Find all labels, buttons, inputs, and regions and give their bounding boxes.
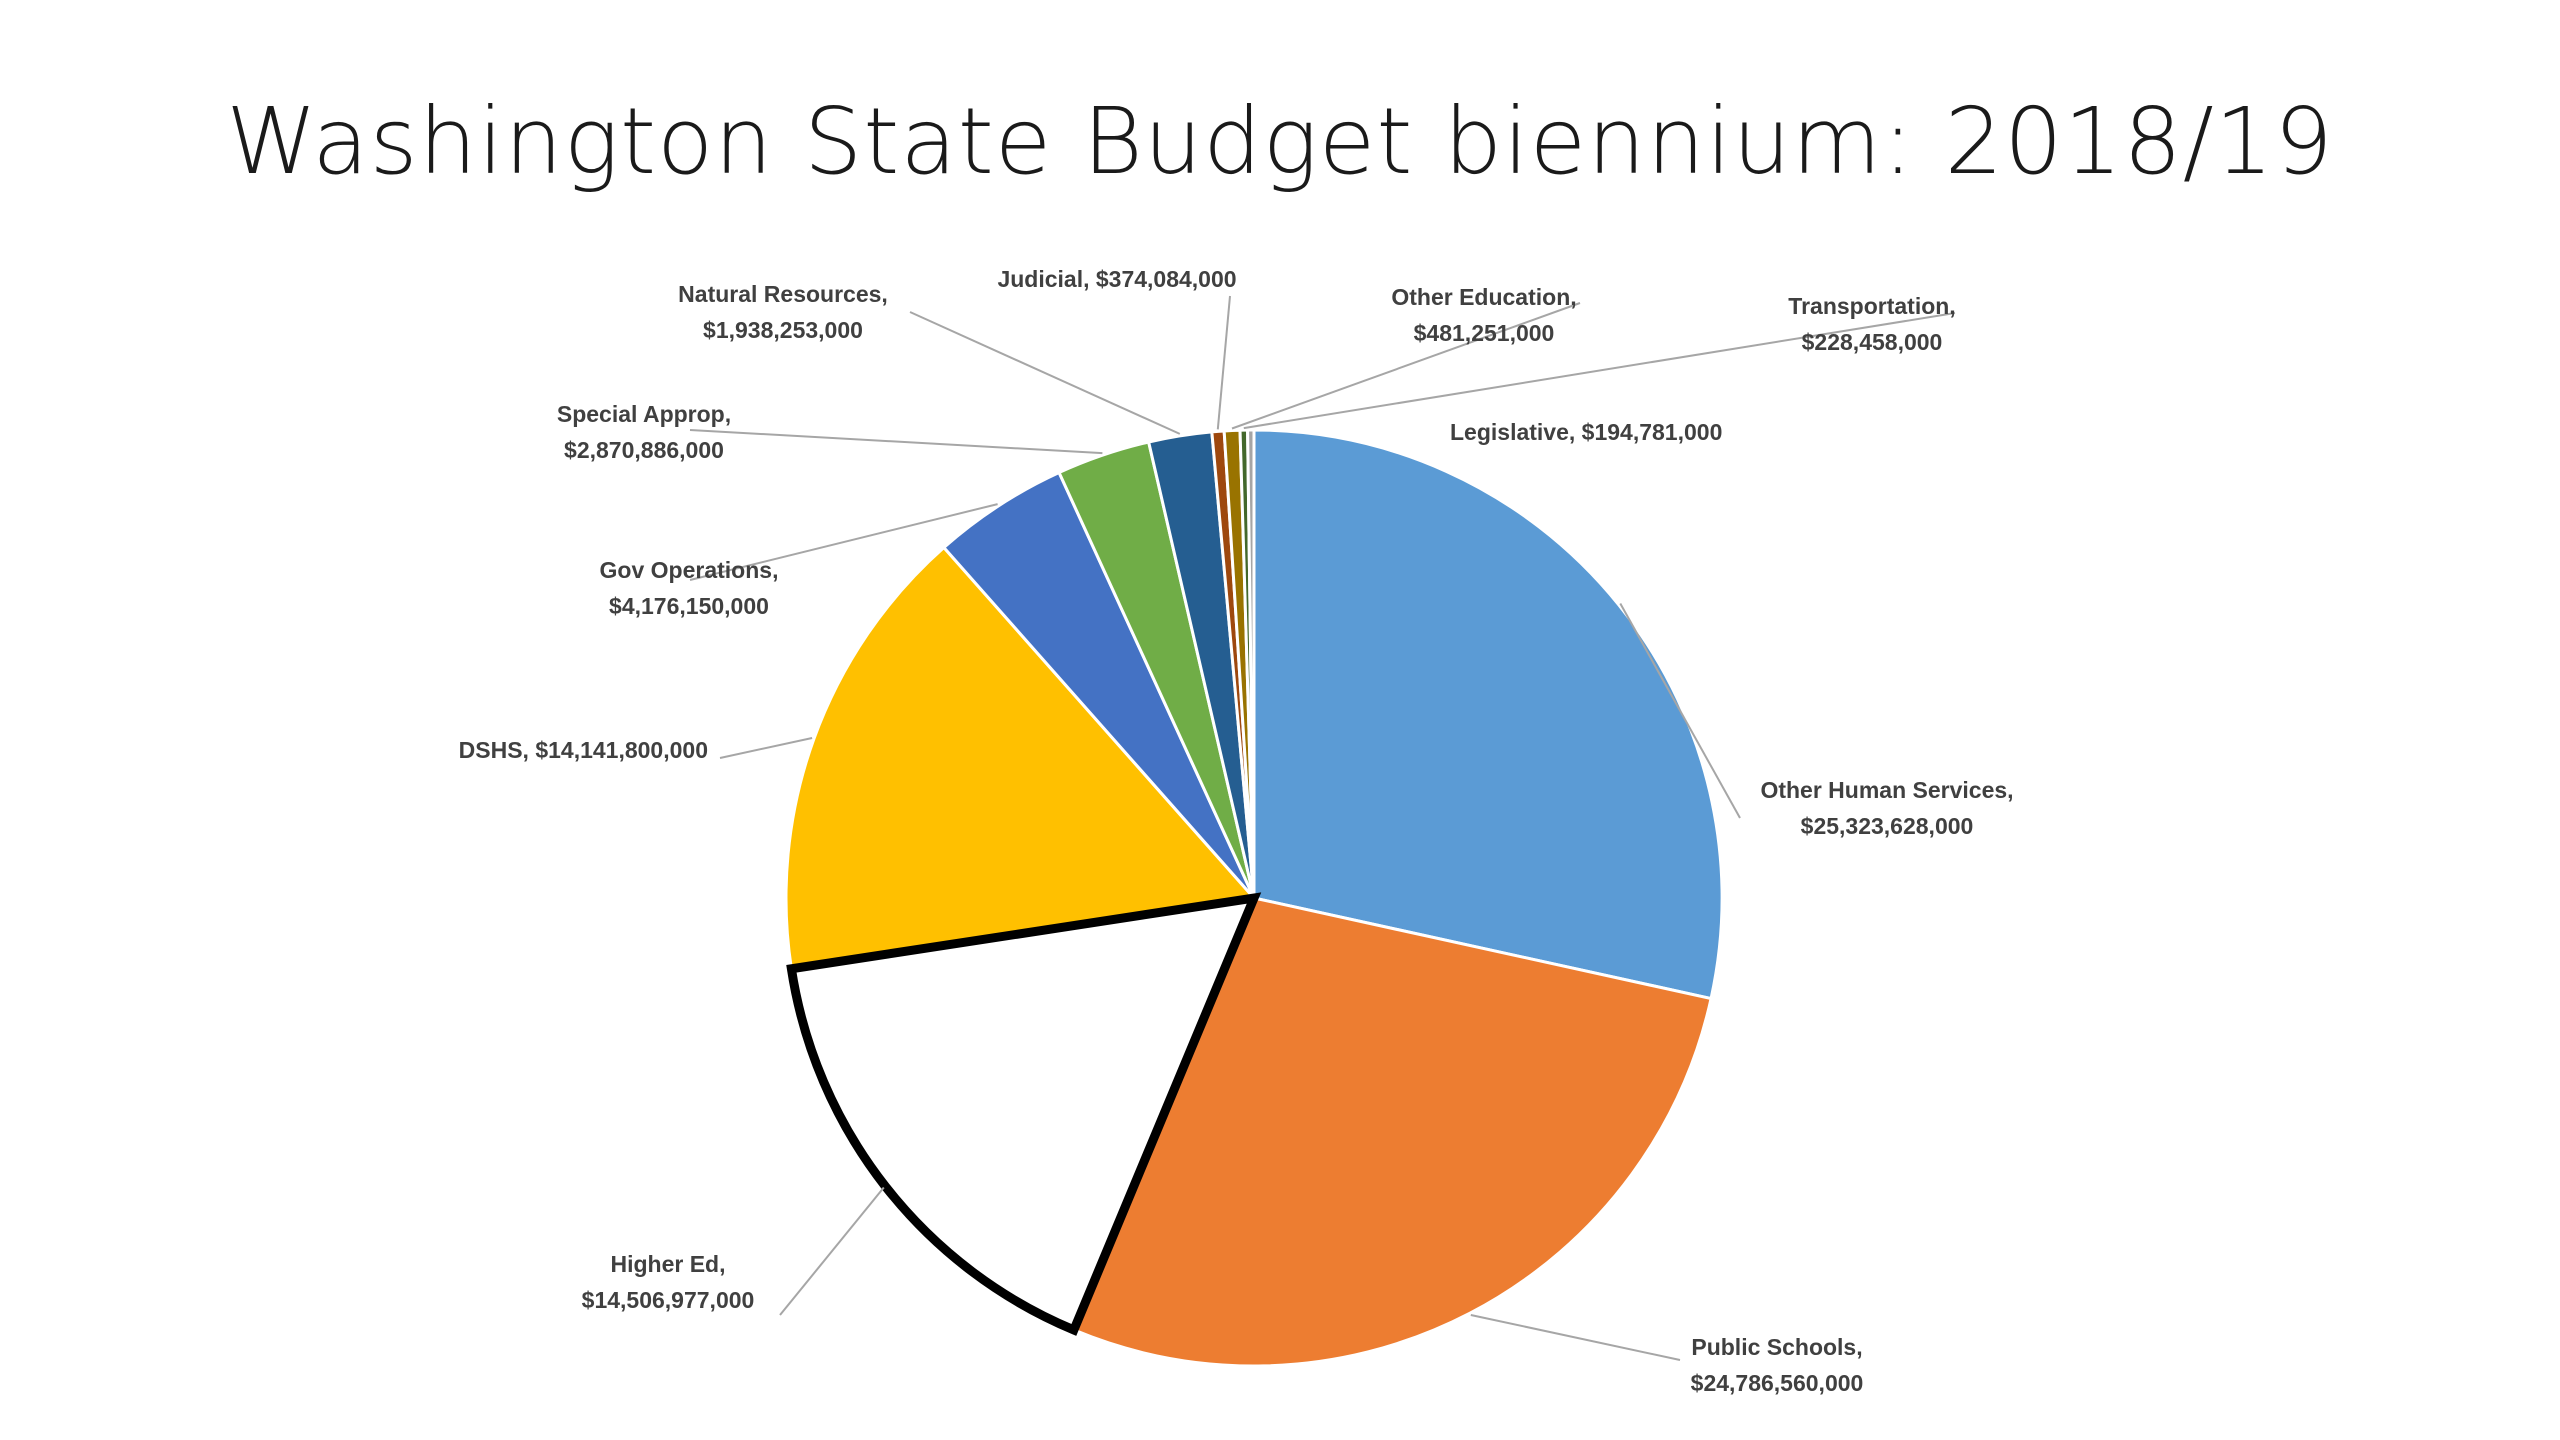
leader-line-judicial [1216,295,1231,430]
pie-slice-public-schools [1072,896,1713,1368]
leader-lines [689,295,1956,1361]
data-label-line: $25,323,628,000 [1801,813,1974,839]
data-label-higher-ed: Higher Ed, $14,506,977,000 [582,1251,755,1313]
data-label-line: Gov Operations, [600,557,779,583]
pie-slice-dshs [784,546,1256,971]
data-label-line: $24,786,560,000 [1691,1370,1864,1396]
pie-slice-other-human-services [1252,428,1724,1001]
data-label-line: Other Education, [1391,284,1576,310]
data-labels: Other Human Services, $25,323,628,000 Publ… [459,266,2014,1396]
data-label-line: Legislative, $194,781,000 [1450,419,1722,445]
data-label-public-schools: Public Schools, $24,786,560,000 [1691,1334,1864,1396]
data-label-line: DSHS, $14,141,800,000 [459,737,708,763]
data-label-line: $481,251,000 [1414,320,1555,346]
data-label-line: $4,176,150,000 [609,593,769,619]
data-label-line: $14,506,977,000 [582,1287,755,1313]
data-label-line: Transportation, [1788,293,1955,319]
data-label-judicial: Judicial, $374,084,000 [997,266,1236,292]
data-label-line: Higher Ed, [610,1251,725,1277]
leader-line-other-human-services [1619,603,1741,819]
leader-line-dshs [719,737,813,759]
leader-line-gov-operations [689,503,998,581]
data-label-line: $1,938,253,000 [703,317,863,343]
data-label-line: Special Approp, [557,401,731,427]
data-label-gov-operations: Gov Operations, $4,176,150,000 [600,557,779,619]
pie-slices [784,428,1724,1368]
data-label-line: Other Human Services, [1760,777,2013,803]
data-label-line: Judicial, $374,084,000 [997,266,1236,292]
leader-line-higher-ed [779,1186,885,1316]
leader-line-special-approp [689,429,1103,455]
leader-line-transportation [1243,312,1956,430]
leader-line-natural-resources [909,311,1181,435]
data-label-other-education: Other Education, $481,251,000 [1391,284,1576,346]
data-label-special-approp: Special Approp, $2,870,886,000 [557,401,731,463]
data-label-line: Natural Resources, [678,281,888,307]
data-label-line: $2,870,886,000 [564,437,724,463]
pie-slice-outline-higher-ed [786,892,1262,1336]
data-label-other-human-services: Other Human Services, $25,323,628,000 [1760,777,2013,839]
data-label-transportation: Transportation, $228,458,000 [1788,293,1955,355]
pie-slice-legislative [1246,428,1256,900]
chart-title: Washington State Budget biennium: 2018/1… [226,88,2334,195]
data-label-dshs: DSHS, $14,141,800,000 [459,737,708,763]
leader-line-other-education [1231,302,1581,430]
data-label-legislative: Legislative, $194,781,000 [1450,419,1722,445]
leader-line-public-schools [1470,1314,1681,1361]
data-label-natural-resources: Natural Resources, $1,938,253,000 [678,281,888,343]
data-label-line: Public Schools, [1691,1334,1862,1360]
data-label-line: $228,458,000 [1802,329,1943,355]
